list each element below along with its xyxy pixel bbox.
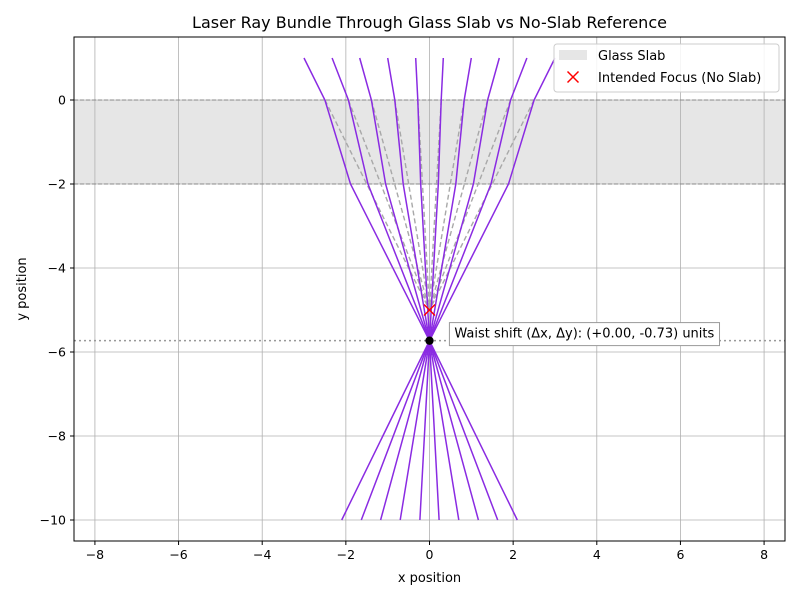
ray-path — [331, 57, 431, 521]
legend: Glass Slab Intended Focus (No Slab) — [553, 43, 780, 93]
ray-path — [428, 57, 556, 521]
intended-focus-stroke — [423, 303, 436, 317]
x-tick-label: 4 — [593, 547, 601, 562]
x-axis-label: x position — [398, 571, 461, 586]
reference-ray — [394, 99, 431, 311]
legend-slab-label: Glass Slab — [598, 49, 665, 64]
y-tick-label: −2 — [48, 177, 66, 192]
ray-path — [428, 57, 473, 521]
reference-ray — [370, 99, 431, 311]
y-tick-label: 0 — [58, 93, 66, 108]
x-tick-label: 8 — [760, 547, 768, 562]
reference-ray — [324, 99, 431, 311]
x-tick-label: 2 — [509, 547, 517, 562]
ray-path — [414, 57, 431, 521]
intended-focus-marker — [423, 303, 436, 317]
ray-path — [386, 57, 431, 521]
x-tick-label: −2 — [337, 547, 355, 562]
y-tick-label: −6 — [48, 345, 66, 360]
y-tick-label: −8 — [48, 429, 66, 444]
reference-ray — [428, 99, 489, 311]
ray-path — [358, 57, 431, 521]
legend-slab-swatch — [559, 50, 587, 60]
waist-shift-text: Waist shift (Δx, Δy): (+0.00, -0.73) uni… — [454, 327, 714, 342]
ray-path — [428, 57, 445, 521]
ray-path — [428, 57, 501, 521]
plot-area: Waist shift (Δx, Δy): (+0.00, -0.73) uni… — [40, 36, 786, 562]
y-tick-label: −4 — [48, 261, 66, 276]
x-tick-label: −6 — [169, 547, 187, 562]
ray-path — [428, 57, 528, 521]
legend-box — [553, 43, 780, 93]
ray-path — [303, 57, 431, 521]
waist-shift-annotation: Waist shift (Δx, Δy): (+0.00, -0.73) uni… — [448, 322, 721, 347]
y-tick-label: −10 — [40, 513, 66, 528]
legend-focus-marker — [566, 70, 580, 84]
y-axis-label: y position — [15, 257, 30, 320]
reference-ray — [428, 99, 512, 311]
reference-ray — [428, 99, 465, 311]
x-tick-label: 0 — [426, 547, 434, 562]
legend-focus-label: Intended Focus (No Slab) — [598, 71, 761, 86]
chart-title: Laser Ray Bundle Through Glass Slab vs N… — [192, 13, 667, 32]
legend-focus-stroke — [566, 70, 580, 84]
reference-ray — [347, 99, 431, 311]
x-tick-label: −8 — [86, 547, 104, 562]
x-tick-label: 6 — [676, 547, 684, 562]
x-tick-label: −4 — [253, 547, 271, 562]
waist-shift-box — [448, 322, 721, 347]
reference-ray — [428, 99, 535, 311]
actual-waist-point — [425, 336, 434, 345]
